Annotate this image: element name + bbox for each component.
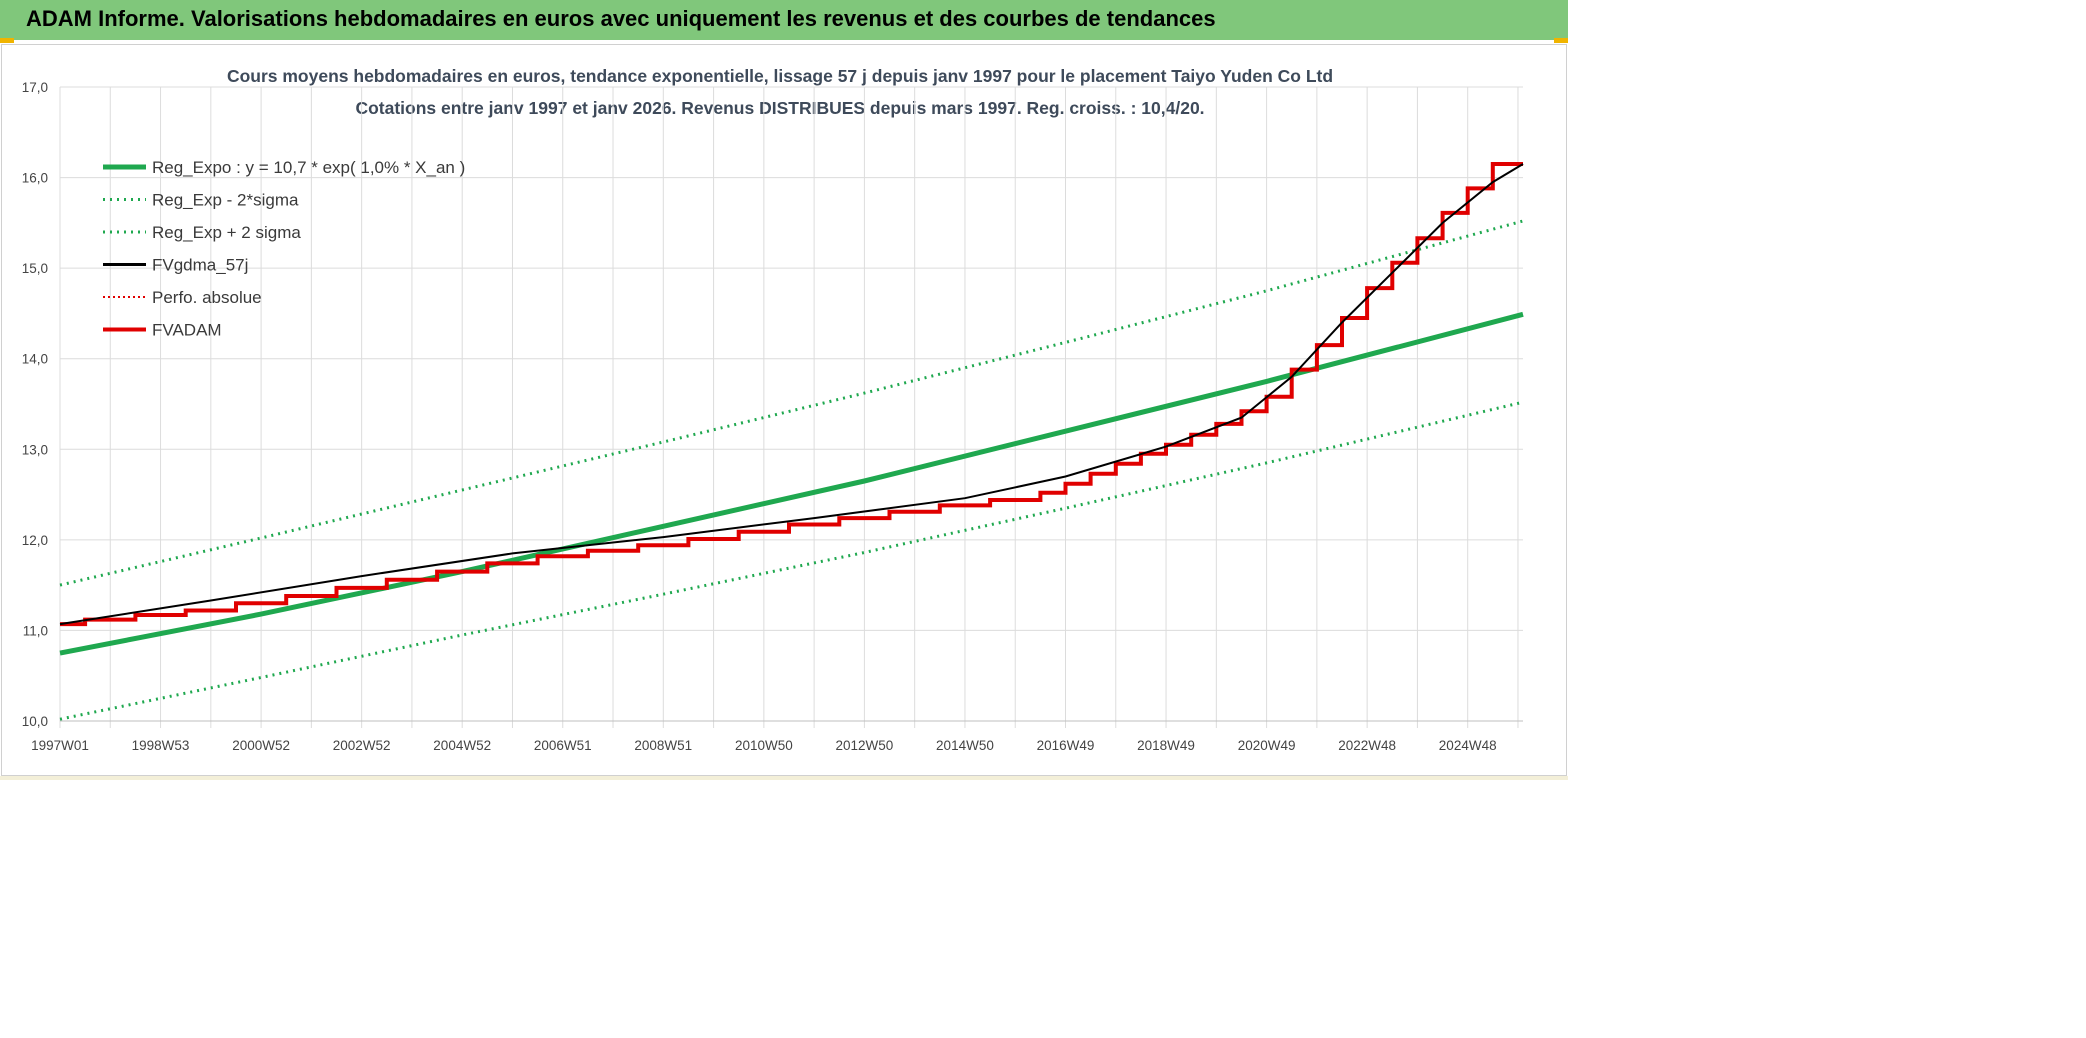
bottom-strip	[0, 776, 1568, 780]
x-tick-label: 2006W51	[534, 738, 592, 753]
series-line-0	[59, 311, 1524, 656]
y-tick-label: 17,0	[22, 80, 48, 95]
corner-accent-right	[1554, 38, 1568, 43]
corner-accent-left	[0, 38, 14, 43]
banner: ADAM Informe. Valorisations hebdomadaire…	[0, 0, 1568, 40]
legend-label-4: Perfo. absolue	[152, 288, 262, 307]
chart-panel	[1, 44, 1567, 776]
x-tick-label: 2024W48	[1439, 738, 1497, 753]
line-chart: Cours moyens hebdomadaires en euros, ten…	[22, 66, 1524, 753]
y-tick-label: 14,0	[22, 352, 48, 367]
banner-title: ADAM Informe. Valorisations hebdomadaire…	[26, 6, 1216, 31]
legend-label-1: Reg_Exp - 2*sigma	[152, 191, 299, 210]
series-group	[59, 162, 1524, 721]
x-tick-label: 2000W52	[232, 738, 290, 753]
x-tick-label: 2004W52	[433, 738, 491, 753]
y-tick-label: 10,0	[22, 714, 48, 729]
page: ADAM Informe. Valorisations hebdomadaire…	[0, 0, 1568, 780]
y-tick-label: 11,0	[23, 623, 48, 638]
y-tick-label: 12,0	[22, 533, 48, 548]
x-tick-label: 2010W50	[735, 738, 793, 753]
chart-subtitle: Cotations entre janv 1997 et janv 2026. …	[355, 98, 1204, 118]
y-tick-label: 16,0	[22, 171, 48, 186]
legend-label-0: Reg_Expo : y = 10,7 * exp( 1,0% * X_an )	[152, 158, 465, 177]
x-axis: 1997W01 1998W53 2000W52 2002W52 2004W52 2006W…	[31, 738, 1496, 753]
grid	[59, 86, 1523, 728]
legend-label-5: FVADAM	[152, 321, 222, 340]
series-line-3	[59, 163, 1524, 626]
x-tick-label: 1997W01	[31, 738, 89, 753]
series-line-2	[59, 219, 1524, 587]
legend-label-3: FVgdma_57j	[152, 256, 248, 275]
x-tick-label: 2012W50	[836, 738, 894, 753]
y-tick-label: 13,0	[22, 442, 48, 457]
legend-label-2: Reg_Exp + 2 sigma	[152, 223, 301, 242]
chart-title: Cours moyens hebdomadaires en euros, ten…	[227, 66, 1333, 86]
x-tick-label: 2020W49	[1238, 738, 1296, 753]
x-tick-label: 2014W50	[936, 738, 994, 753]
legend: Reg_Expo : y = 10,7 * exp( 1,0% * X_an )…	[103, 158, 465, 340]
x-tick-label: 2022W48	[1338, 738, 1396, 753]
y-tick-label: 15,0	[22, 261, 48, 276]
y-axis: 10,0 11,0 12,0 13,0 14,0 15,0 16,0 17,0	[22, 80, 48, 729]
x-tick-label: 2002W52	[333, 738, 391, 753]
x-tick-label: 2018W49	[1137, 738, 1195, 753]
x-tick-label: 2016W49	[1037, 738, 1095, 753]
series-line-1	[59, 400, 1524, 721]
x-tick-label: 2008W51	[634, 738, 692, 753]
x-tick-label: 1998W53	[132, 738, 190, 753]
